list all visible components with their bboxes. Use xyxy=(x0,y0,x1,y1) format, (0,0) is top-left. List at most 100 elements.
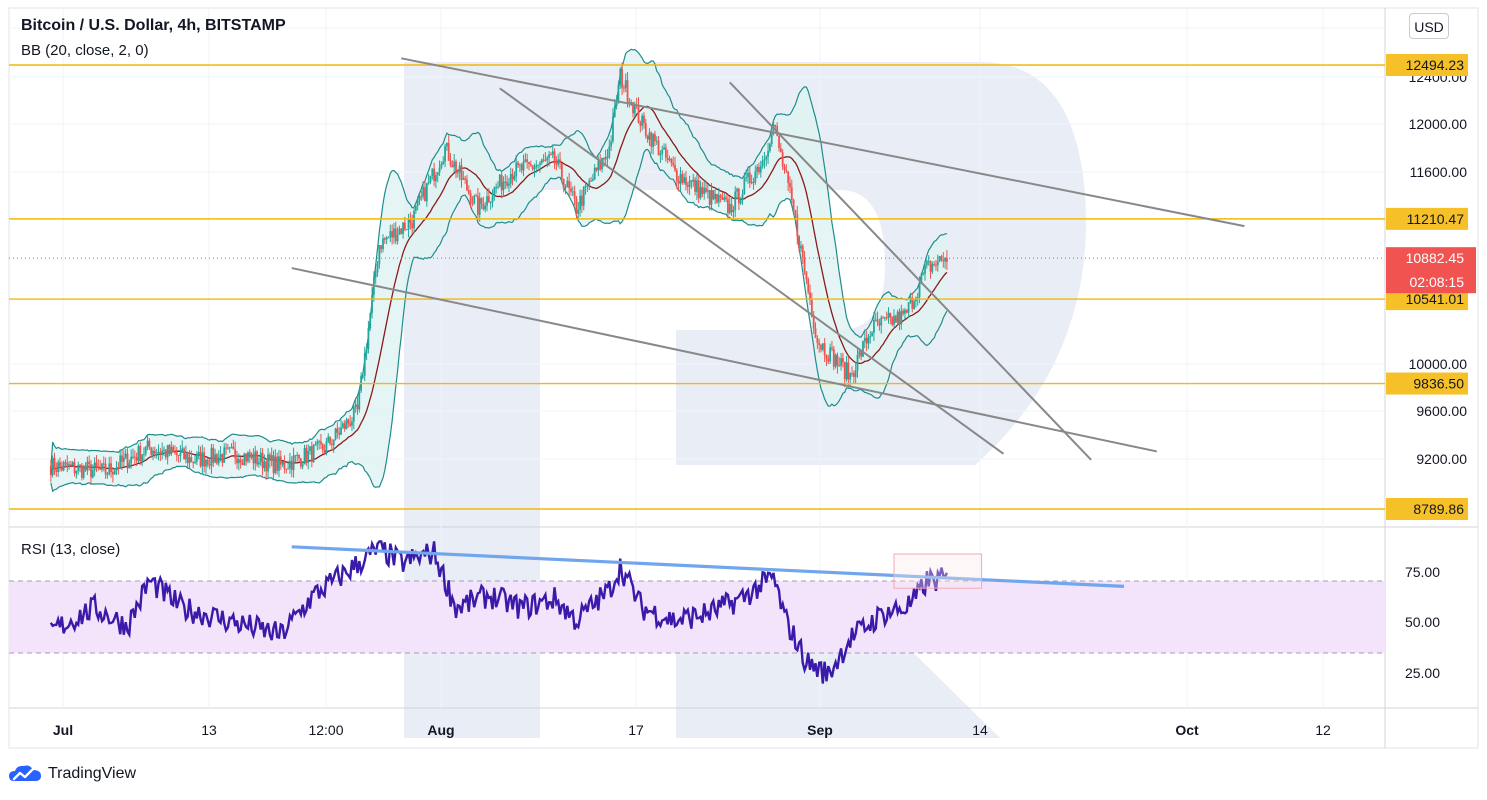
candle-body xyxy=(659,154,662,156)
level-badge xyxy=(1386,498,1468,520)
time-tick-label: Oct xyxy=(1175,722,1199,738)
candle-body xyxy=(404,222,406,230)
candle-body xyxy=(471,203,474,205)
level-badge-label: 9836.50 xyxy=(1413,376,1464,392)
rsi-indicator-label[interactable]: RSI (13, close) xyxy=(21,541,121,558)
candle-body xyxy=(548,154,550,158)
candle-body xyxy=(670,158,673,163)
candle-body xyxy=(562,178,565,189)
candle-body xyxy=(93,462,96,471)
candle-body xyxy=(331,443,333,445)
level-badge-label: 10541.01 xyxy=(1406,291,1465,307)
candle-body xyxy=(648,132,651,140)
candle-body xyxy=(245,453,248,462)
candle-body xyxy=(183,448,185,460)
candle-body xyxy=(674,165,676,171)
candle-body xyxy=(575,198,578,214)
candle-body xyxy=(586,185,589,187)
candle-body xyxy=(754,171,757,183)
candle-body xyxy=(668,158,671,160)
candle-body xyxy=(840,358,842,366)
candle-body xyxy=(529,164,532,166)
candle-body xyxy=(341,423,344,428)
candle-body xyxy=(896,311,899,323)
candle-body xyxy=(553,151,556,162)
candle-body xyxy=(933,263,936,265)
candle-body xyxy=(542,159,545,161)
rsi-line xyxy=(49,539,948,684)
candle-body xyxy=(212,447,215,463)
candle-body xyxy=(354,404,357,407)
candle-body xyxy=(770,127,773,145)
candle-body xyxy=(752,181,755,183)
candle-body xyxy=(882,317,884,319)
candle-body xyxy=(407,219,410,230)
candle-body xyxy=(279,456,282,465)
candle-body xyxy=(834,354,837,367)
watermark-letter xyxy=(404,62,1087,738)
candle-body xyxy=(95,462,98,468)
candle-body xyxy=(796,214,799,237)
candle-body xyxy=(411,222,414,229)
candle-body xyxy=(716,193,718,203)
currency-button[interactable]: USD xyxy=(1409,13,1449,39)
candle-body xyxy=(267,454,269,472)
candle-body xyxy=(675,170,678,182)
candle-body xyxy=(272,455,275,474)
candle-body xyxy=(451,165,454,168)
candle-body xyxy=(345,419,348,430)
candle-body xyxy=(422,187,425,197)
candle-body xyxy=(581,195,583,206)
candle-body xyxy=(610,141,613,147)
candle-body xyxy=(936,261,939,266)
candle-body xyxy=(515,162,518,177)
candle-body xyxy=(420,196,423,198)
candle-body xyxy=(750,181,753,184)
time-tick-label: Jul xyxy=(53,722,73,738)
candle-body xyxy=(152,450,154,455)
candle-body xyxy=(555,161,558,165)
candle-body xyxy=(241,462,244,465)
candle-body xyxy=(577,209,580,214)
candle-body xyxy=(944,258,946,262)
candle-body xyxy=(97,467,100,469)
candle-body xyxy=(734,191,737,210)
candle-body xyxy=(223,447,226,463)
candle-body xyxy=(460,165,463,180)
rsi-tick-label: 75.00 xyxy=(1405,564,1440,580)
time-tick-label: 12 xyxy=(1315,722,1331,738)
candle-body xyxy=(602,157,605,160)
candle-body xyxy=(409,219,412,223)
candle-body xyxy=(210,447,213,466)
candle-body xyxy=(110,463,112,473)
candle-body xyxy=(68,464,70,467)
candle-body xyxy=(104,463,107,475)
candle-body xyxy=(626,80,629,102)
candle-body xyxy=(493,187,496,197)
tradingview-brand[interactable]: TradingView xyxy=(8,763,136,785)
candle-body xyxy=(533,167,536,170)
level-badge-label: 11210.47 xyxy=(1407,211,1465,227)
candle-body xyxy=(122,457,125,462)
price-tick-label: 9600.00 xyxy=(1416,403,1467,419)
candle-body xyxy=(736,188,738,192)
candle-body xyxy=(144,446,147,454)
candle-body xyxy=(62,462,65,471)
candle-body xyxy=(137,446,140,461)
candle-body xyxy=(546,157,549,161)
candle-body xyxy=(80,465,83,478)
candle-body xyxy=(852,373,855,377)
candle-body xyxy=(865,337,868,344)
candle-body xyxy=(502,181,505,191)
candle-body xyxy=(124,453,127,458)
candle-body xyxy=(486,196,488,206)
candle-body xyxy=(905,309,908,313)
candle-body xyxy=(818,342,821,345)
candle-body xyxy=(544,160,547,162)
candle-body xyxy=(911,297,914,309)
candle-body xyxy=(49,465,52,476)
bb-indicator-label[interactable]: BB (20, close, 2, 0) xyxy=(21,42,149,59)
candle-body xyxy=(677,181,680,184)
candle-body xyxy=(199,451,202,467)
candle-body xyxy=(584,185,587,187)
